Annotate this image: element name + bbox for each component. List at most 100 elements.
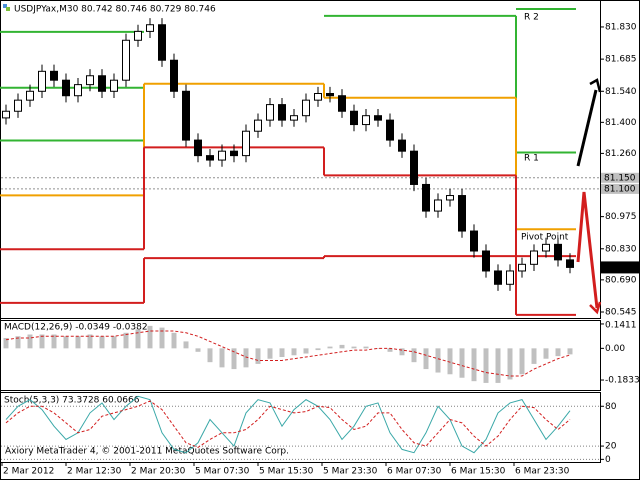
candle-body (98, 75, 106, 92)
macd-title: MACD(12,26,9) -0.0349 -0.0382 (4, 323, 148, 333)
macd-bar (315, 348, 321, 351)
macd-bar (291, 348, 297, 356)
macd-bar (279, 348, 285, 357)
candle-body (182, 90, 190, 141)
macd-bar (147, 325, 153, 349)
macd-bar (411, 348, 417, 363)
candle-body (146, 24, 154, 32)
x-tick-label: 2 Mar 12:30 (67, 467, 122, 477)
candle-body (362, 115, 370, 126)
candle-body (518, 263, 526, 272)
candle-body (266, 104, 274, 121)
macd-bar (483, 348, 489, 383)
candle-body (458, 195, 466, 232)
y-tick-label: 0 (605, 455, 611, 465)
candle-body (506, 270, 514, 285)
price-label: 81.100 (604, 184, 636, 194)
macd-panel-frame (0, 320, 601, 391)
y-tick-label: 80 (605, 402, 617, 412)
macd-bar (255, 348, 261, 364)
candle-body (314, 93, 322, 101)
drawn-arrows (576, 78, 602, 315)
macd-bar (123, 332, 129, 349)
macd-bar (87, 334, 93, 349)
stoch-panel-frame (0, 392, 601, 463)
macd-bar (15, 336, 21, 349)
macd-bar (99, 336, 105, 349)
candle-body (206, 155, 214, 161)
candle-body (170, 59, 178, 92)
candle-body (62, 79, 70, 97)
candle-body (278, 104, 286, 121)
macd-bar (519, 348, 525, 375)
candle-body (542, 243, 550, 252)
candle-body (242, 130, 250, 157)
candle-body (434, 199, 442, 212)
macd-bar (495, 348, 501, 383)
macd-bar (75, 336, 81, 349)
macd-bar (111, 336, 117, 349)
candle-body (74, 84, 82, 97)
candle-body (134, 30, 142, 41)
candle-body (446, 195, 454, 201)
macd-bar (531, 348, 537, 364)
level-label: R 2 (524, 13, 539, 23)
current-price: 80.746 (604, 263, 636, 273)
x-tick-label: 5 Mar 07:30 (195, 467, 250, 477)
macd-bar (543, 348, 549, 359)
stoch-line (5, 395, 571, 454)
candle-body (194, 139, 202, 157)
up-arrow (576, 89, 598, 167)
macd-bar (387, 348, 393, 352)
zigzag-arrow (576, 191, 599, 309)
y-tick-label: 81.830 (605, 22, 637, 32)
candle-body (158, 24, 166, 61)
candle-body (230, 150, 238, 157)
macd-bar (435, 348, 441, 373)
y-tick-label: 81.260 (605, 149, 637, 159)
candle-body (530, 250, 538, 265)
macd-bar (447, 348, 453, 375)
candle-body (554, 243, 562, 261)
macd-bar (399, 348, 405, 356)
y-tick-label: 20 (605, 442, 617, 452)
macd-bar (327, 346, 333, 349)
stoch-line (5, 400, 571, 448)
macd-bar (507, 348, 513, 380)
macd-bar (423, 348, 429, 370)
macd-bar (231, 348, 237, 370)
candle-body (326, 93, 334, 97)
candle-body (14, 99, 22, 112)
candle-body (254, 119, 262, 132)
arrow-head (589, 301, 602, 315)
macd-bar (555, 348, 561, 357)
candle-body (398, 139, 406, 152)
y-tick-label: 80.830 (605, 244, 637, 254)
macd-bar (303, 348, 309, 354)
panel-frames (0, 0, 601, 463)
macd-bar (363, 346, 369, 349)
y-tick-label: 0.1411 (605, 321, 637, 331)
y-tick-label: 81.685 (605, 55, 637, 65)
candle-body (110, 79, 118, 92)
macd-bar (159, 327, 165, 349)
candle-body (566, 259, 574, 268)
chart-title: USDJPYax,M30 80.742 80.746 80.729 80.746 (14, 5, 216, 15)
candle-body (386, 119, 394, 141)
candle-body (38, 70, 46, 92)
macd-bar (219, 348, 225, 368)
macd-bar (339, 344, 345, 349)
price-label-box (601, 172, 639, 183)
candle-body (482, 250, 490, 272)
y-tick-label: 80.690 (605, 275, 637, 285)
candle-body (410, 150, 418, 185)
macd-bar (243, 348, 249, 368)
title-icon (3, 4, 10, 11)
macd-bar (171, 332, 177, 349)
candle-body (338, 95, 346, 112)
y-tick-label: 80.975 (605, 212, 637, 222)
candle-body (302, 99, 310, 117)
